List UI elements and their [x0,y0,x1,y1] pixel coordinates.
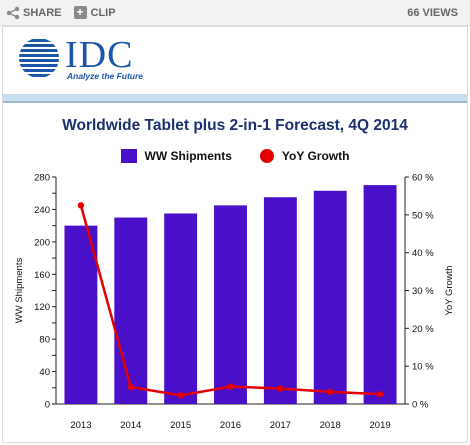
growth-point [277,385,284,392]
chart-title: Worldwide Tablet plus 2-in-1 Forecast, 4… [62,117,408,134]
x-tick-label: 2013 [70,420,91,431]
x-tick-label: 2019 [370,420,391,431]
growth-point [177,392,184,399]
header-stripe [3,94,467,101]
bar [164,213,198,404]
y-tick-label: 120 [34,302,50,313]
bar [64,225,98,404]
clip-button[interactable]: + CLIP [73,6,116,19]
growth-point [127,383,134,391]
bar [214,205,247,404]
bar [114,217,148,404]
legend-label-growth: YoY Growth [281,149,350,163]
y-tick-label: 160 [34,270,50,281]
logo-text: IDC [65,34,134,76]
share-label: SHARE [23,6,62,19]
globe-icon [19,39,59,77]
header-stripe-line [3,101,467,103]
legend-item-shipments: WW Shipments [120,149,232,163]
bar [363,185,397,404]
bar [263,197,297,404]
plus-icon: + [73,6,87,19]
y2-tick-label: 20 % [412,324,434,335]
slide: IDC Analyze the Future Worldwide Tablet … [2,26,468,443]
legend-item-growth: YoY Growth [259,149,350,163]
bar [313,190,347,404]
growth-point [227,383,234,390]
y2-tick-label: 40 % [412,248,434,259]
y2-tick-label: 0 % [412,400,429,411]
growth-point [376,390,384,398]
legend-swatch-bar [120,149,137,163]
y2-axis-title: YoY Growth [444,265,455,315]
y2-tick-label: 30 % [412,286,434,297]
x-tick-label: 2018 [320,420,341,431]
x-tick-label: 2016 [220,420,241,431]
x-tick-label: 2017 [270,420,291,431]
chart-plot-area: 0 40 80 120 160 200 240 280 0 % 10 % 20 % 30 % 40 % 5… [14,173,455,432]
logo-tagline: Analyze the Future [67,71,144,81]
y-tick-label: 40 [39,367,50,378]
y-axis-title: WW Shipments [14,258,25,324]
clip-label: CLIP [90,6,116,19]
growth-point [77,202,85,209]
x-tick-label: 2015 [170,420,191,431]
y-tick-label: 80 [39,335,50,346]
legend-swatch-dot [259,149,274,163]
growth-point [327,388,334,396]
share-icon [6,6,20,19]
x-tick-label: 2014 [120,420,141,431]
legend-label-shipments: WW Shipments [144,149,232,163]
share-button[interactable]: SHARE [6,6,62,20]
y-tick-label: 240 [34,205,50,216]
chart-legend: WW Shipments YoY Growth [3,149,467,163]
y-tick-label: 200 [34,237,50,248]
y2-tick-label: 50 % [412,210,434,221]
view-count: 66 VIEWS [407,6,458,19]
idc-logo: IDC Analyze the Future [16,34,166,83]
y-tick-label: 0 [45,400,50,411]
top-toolbar: SHARE + CLIP 66 VIEWS [0,0,470,26]
y-tick-label: 280 [34,173,50,184]
y2-tick-label: 10 % [412,362,434,373]
slide-header: IDC Analyze the Future [3,27,467,93]
y2-tick-label: 60 % [412,173,434,184]
